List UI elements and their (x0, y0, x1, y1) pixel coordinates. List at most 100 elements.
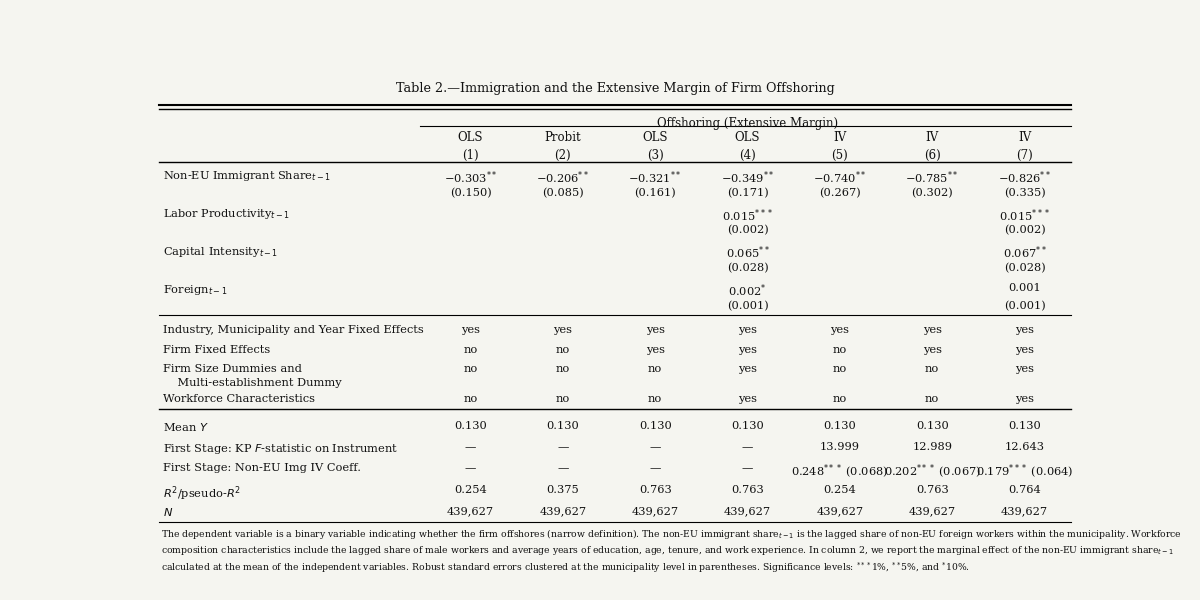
Text: 0.763: 0.763 (916, 485, 948, 494)
Text: yes: yes (1015, 325, 1034, 335)
Text: 0.375: 0.375 (546, 485, 580, 494)
Text: 0.764: 0.764 (1008, 485, 1040, 494)
Text: (2): (2) (554, 149, 571, 162)
Text: Firm Fixed Effects: Firm Fixed Effects (163, 344, 270, 355)
Text: −0.303$^{**}$: −0.303$^{**}$ (444, 169, 497, 185)
Text: 439,627: 439,627 (539, 506, 587, 516)
Text: Mean $Y$: Mean $Y$ (163, 421, 209, 433)
Text: (0.302): (0.302) (911, 187, 953, 198)
Text: Table 2.—Immigration and the Extensive Margin of Firm Offshoring: Table 2.—Immigration and the Extensive M… (396, 82, 834, 95)
Text: 0.248$^{***}$ (0.068): 0.248$^{***}$ (0.068) (791, 463, 888, 481)
Text: Offshoring (Extensive Margin): Offshoring (Extensive Margin) (656, 117, 838, 130)
Text: 0.065$^{**}$: 0.065$^{**}$ (726, 245, 769, 262)
Text: (0.002): (0.002) (1003, 226, 1045, 236)
Text: First Stage: Non-EU Img IV Coeff.: First Stage: Non-EU Img IV Coeff. (163, 463, 361, 473)
Text: −0.740$^{**}$: −0.740$^{**}$ (814, 169, 866, 185)
Text: yes: yes (461, 325, 480, 335)
Text: 0.130: 0.130 (454, 421, 487, 431)
Text: (0.028): (0.028) (1003, 263, 1045, 274)
Text: —: — (649, 463, 661, 473)
Text: (7): (7) (1016, 149, 1033, 162)
Text: 0.130: 0.130 (731, 421, 764, 431)
Text: 0.763: 0.763 (638, 485, 672, 494)
Text: OLS: OLS (642, 131, 668, 143)
Text: 0.130: 0.130 (546, 421, 580, 431)
Text: 439,627: 439,627 (724, 506, 772, 516)
Text: no: no (463, 344, 478, 355)
Text: (4): (4) (739, 149, 756, 162)
Text: (0.171): (0.171) (727, 187, 768, 198)
Text: yes: yes (1015, 394, 1034, 404)
Text: no: no (463, 394, 478, 404)
Text: —: — (649, 442, 661, 452)
Text: 0.179$^{***}$ (0.064): 0.179$^{***}$ (0.064) (976, 463, 1073, 481)
Text: —: — (557, 442, 569, 452)
Text: yes: yes (1015, 364, 1034, 374)
Text: −0.785$^{**}$: −0.785$^{**}$ (906, 169, 959, 185)
Text: 0.130: 0.130 (638, 421, 672, 431)
Text: −0.826$^{**}$: −0.826$^{**}$ (998, 169, 1051, 185)
Text: yes: yes (646, 344, 665, 355)
Text: 0.001: 0.001 (1008, 283, 1040, 293)
Text: 0.002$^{*}$: 0.002$^{*}$ (728, 283, 767, 299)
Text: First Stage: KP $F$-statistic on Instrument: First Stage: KP $F$-statistic on Instrum… (163, 442, 398, 456)
Text: 0.254: 0.254 (823, 485, 857, 494)
Text: $N$: $N$ (163, 506, 173, 518)
Text: 12.643: 12.643 (1004, 442, 1044, 452)
Text: (5): (5) (832, 149, 848, 162)
Text: The dependent variable is a binary variable indicating whether the firm offshore: The dependent variable is a binary varia… (161, 527, 1182, 541)
Text: (1): (1) (462, 149, 479, 162)
Text: yes: yes (830, 325, 850, 335)
Text: (0.001): (0.001) (727, 301, 768, 311)
Text: Foreign$_{t-1}$: Foreign$_{t-1}$ (163, 283, 228, 296)
Text: −0.206$^{**}$: −0.206$^{**}$ (536, 169, 589, 185)
Text: (0.085): (0.085) (542, 187, 583, 198)
Text: no: no (556, 364, 570, 374)
Text: —: — (464, 463, 476, 473)
Text: OLS: OLS (734, 131, 761, 143)
Text: no: no (833, 344, 847, 355)
Text: 439,627: 439,627 (631, 506, 679, 516)
Text: calculated at the mean of the independent variables. Robust standard errors clus: calculated at the mean of the independen… (161, 560, 970, 575)
Text: yes: yes (738, 344, 757, 355)
Text: Capital Intensity$_{t-1}$: Capital Intensity$_{t-1}$ (163, 245, 278, 259)
Text: yes: yes (738, 325, 757, 335)
Text: no: no (648, 364, 662, 374)
Text: Industry, Municipality and Year Fixed Effects: Industry, Municipality and Year Fixed Ef… (163, 325, 424, 335)
Text: 0.763: 0.763 (731, 485, 764, 494)
Text: 0.130: 0.130 (916, 421, 948, 431)
Text: yes: yes (553, 325, 572, 335)
Text: 0.202$^{***}$ (0.067): 0.202$^{***}$ (0.067) (883, 463, 980, 481)
Text: (6): (6) (924, 149, 941, 162)
Text: no: no (463, 364, 478, 374)
Text: (0.150): (0.150) (450, 187, 491, 198)
Text: yes: yes (646, 325, 665, 335)
Text: (0.267): (0.267) (818, 187, 860, 198)
Text: Probit: Probit (545, 131, 581, 143)
Text: no: no (556, 394, 570, 404)
Text: Labor Productivity$_{t-1}$: Labor Productivity$_{t-1}$ (163, 207, 290, 221)
Text: 0.015$^{***}$: 0.015$^{***}$ (998, 207, 1050, 224)
Text: IV: IV (1018, 131, 1031, 143)
Text: yes: yes (1015, 344, 1034, 355)
Text: no: no (925, 394, 940, 404)
Text: −0.321$^{**}$: −0.321$^{**}$ (629, 169, 682, 185)
Text: yes: yes (923, 344, 942, 355)
Text: 439,627: 439,627 (816, 506, 864, 516)
Text: 439,627: 439,627 (446, 506, 494, 516)
Text: Non-EU Immigrant Share$_{t-1}$: Non-EU Immigrant Share$_{t-1}$ (163, 169, 330, 183)
Text: 0.130: 0.130 (823, 421, 857, 431)
Text: no: no (833, 364, 847, 374)
Text: OLS: OLS (457, 131, 484, 143)
Text: IV: IV (833, 131, 846, 143)
Text: 439,627: 439,627 (908, 506, 955, 516)
Text: —: — (742, 463, 754, 473)
Text: 12.989: 12.989 (912, 442, 952, 452)
Text: yes: yes (923, 325, 942, 335)
Text: no: no (556, 344, 570, 355)
Text: (0.028): (0.028) (727, 263, 768, 274)
Text: Firm Size Dummies and: Firm Size Dummies and (163, 364, 302, 374)
Text: (0.335): (0.335) (1003, 187, 1045, 198)
Text: yes: yes (738, 364, 757, 374)
Text: no: no (648, 394, 662, 404)
